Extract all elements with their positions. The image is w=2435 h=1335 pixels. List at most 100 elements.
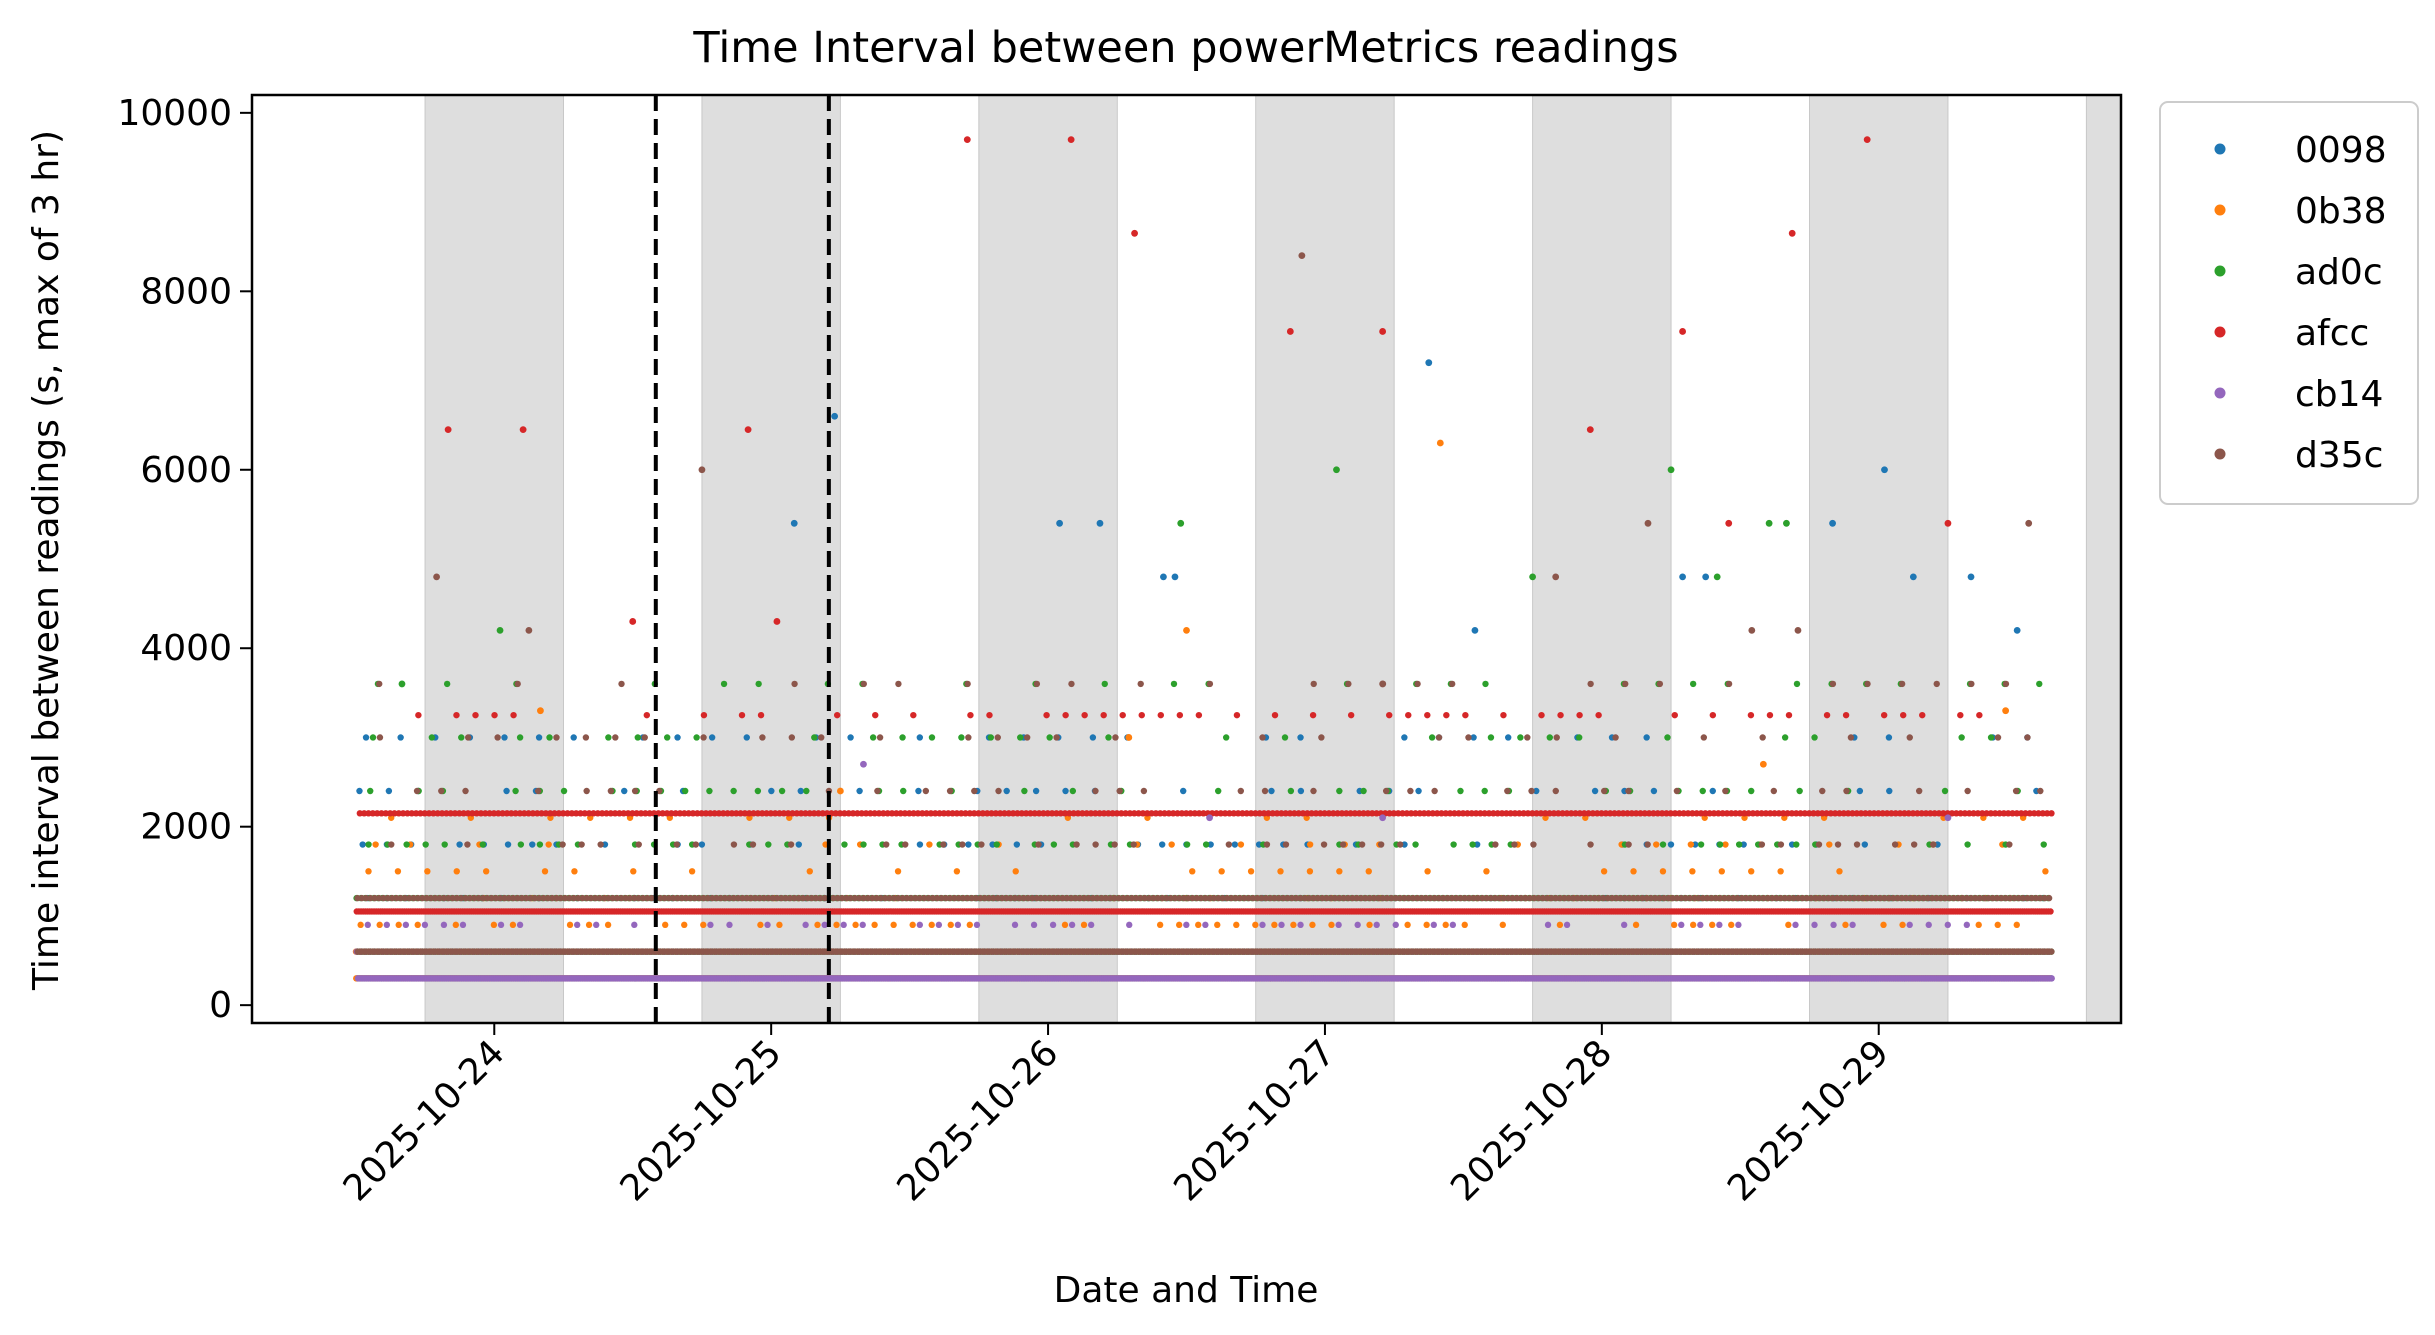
data-point: [1336, 868, 1343, 875]
data-point: [894, 868, 902, 875]
data-point: [1748, 868, 1755, 875]
data-point: [1759, 760, 1767, 768]
data-point: [693, 734, 700, 741]
data-point: [681, 787, 689, 795]
data-point: [700, 921, 707, 929]
data-point: [1170, 680, 1178, 688]
data-point: [482, 868, 490, 875]
data-point: [1576, 734, 1583, 741]
data-point: [422, 841, 429, 848]
data-point: [1156, 921, 1164, 929]
data-point: [1735, 841, 1743, 848]
data-point: [1290, 921, 1297, 929]
data-point: [916, 841, 924, 848]
data-point: [359, 841, 366, 848]
data-point: [509, 921, 517, 929]
data-point: [537, 707, 544, 715]
data-point: [365, 868, 372, 875]
data-point: [403, 841, 410, 848]
data-point: [1214, 787, 1222, 795]
data-point: [1158, 841, 1166, 848]
data-point: [806, 868, 813, 875]
data-point: [479, 841, 486, 848]
data-point: [376, 921, 383, 929]
data-point: [512, 787, 519, 795]
data-point: [755, 680, 762, 688]
data-point: [841, 841, 848, 848]
data-point: [1667, 841, 1675, 848]
data-point: [1856, 787, 1864, 795]
data-point: [847, 734, 854, 741]
data-point: [1994, 921, 2001, 929]
data-point: [1748, 787, 1755, 795]
data-point: [2036, 680, 2043, 688]
data-point: [1481, 787, 1488, 795]
data-point: [1987, 734, 1995, 741]
scatter-points: [352, 136, 2055, 982]
data-point: [1017, 734, 1024, 741]
data-point: [1650, 787, 1658, 795]
data-point: [362, 734, 370, 741]
data-point: [1470, 734, 1477, 741]
data-point: [915, 787, 922, 795]
data-point: [776, 921, 783, 929]
data-point: [1886, 787, 1893, 795]
data-point: [501, 734, 508, 741]
data-point: [1653, 841, 1660, 848]
data-point: [428, 734, 436, 741]
data-point: [1861, 841, 1869, 848]
data-point: [947, 921, 954, 929]
data-point: [585, 921, 593, 929]
data-point: [814, 921, 821, 929]
data-point: [1556, 921, 1564, 929]
data-point: [1826, 841, 1833, 848]
night-shade-band: [978, 94, 1118, 1024]
data-point: [1171, 573, 1179, 581]
data-point: [674, 734, 681, 741]
data-point: [1457, 787, 1464, 795]
data-point: [1909, 573, 1917, 581]
data-point: [1793, 680, 1801, 688]
data-point: [1189, 868, 1196, 875]
data-point: [1125, 734, 1133, 741]
data-point: [1046, 734, 1053, 741]
data-point: [1183, 841, 1191, 848]
data-point: [634, 734, 641, 741]
data-point: [1089, 734, 1097, 741]
night-shade-band: [424, 94, 564, 1024]
night-shade-band: [1809, 94, 1949, 1024]
data-point: [1231, 841, 1239, 848]
chart-title: Time Interval between powerMetrics readi…: [692, 23, 1678, 73]
data-point: [1277, 868, 1284, 875]
data-point: [852, 921, 859, 929]
data-point: [899, 734, 906, 741]
data-point: [1483, 868, 1490, 875]
data-point: [1056, 519, 1063, 527]
data-point: [1533, 787, 1540, 795]
data-point: [797, 787, 804, 795]
data-point: [900, 787, 907, 795]
data-point: [833, 921, 840, 929]
data-point: [1336, 787, 1343, 795]
data-point: [1899, 921, 1906, 929]
data-point: [605, 734, 612, 741]
data-point: [890, 921, 897, 929]
data-point: [1425, 359, 1433, 367]
data-point: [1793, 841, 1800, 848]
data-point: [1679, 573, 1686, 581]
data-point: [1062, 787, 1069, 795]
data-point: [2013, 921, 2020, 929]
data-point: [790, 519, 798, 527]
data-point: [1709, 787, 1716, 795]
data-point: [1829, 519, 1836, 527]
data-point: [536, 841, 544, 848]
data-point: [1781, 734, 1789, 741]
data-point: [1233, 921, 1240, 929]
data-point: [529, 841, 536, 848]
data-point: [1713, 573, 1721, 581]
data-point: [795, 841, 802, 848]
data-point: [1777, 868, 1784, 875]
data-point: [453, 868, 460, 875]
